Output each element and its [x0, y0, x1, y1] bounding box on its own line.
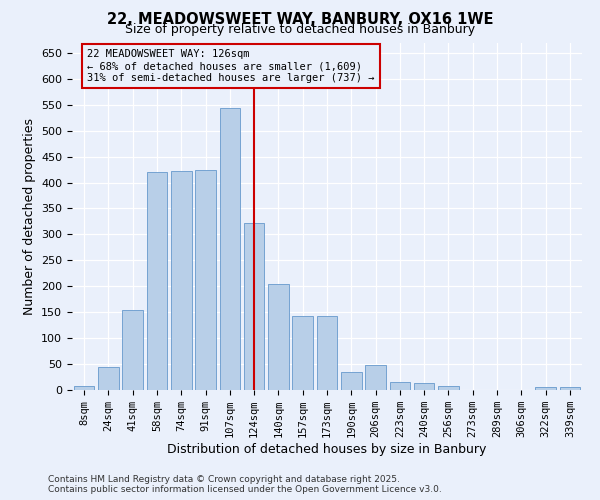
Bar [171, 170, 191, 390]
Bar [74, 386, 94, 390]
Bar [146, 172, 167, 390]
Text: Contains HM Land Registry data © Crown copyright and database right 2025.
Contai: Contains HM Land Registry data © Crown c… [48, 474, 442, 494]
Bar [122, 310, 143, 390]
Text: Size of property relative to detached houses in Banbury: Size of property relative to detached ho… [125, 22, 475, 36]
Bar [365, 365, 386, 390]
Text: 22 MEADOWSWEET WAY: 126sqm
← 68% of detached houses are smaller (1,609)
31% of s: 22 MEADOWSWEET WAY: 126sqm ← 68% of deta… [88, 50, 375, 82]
Bar [268, 284, 289, 390]
Bar [389, 382, 410, 390]
Bar [292, 316, 313, 390]
Bar [341, 372, 362, 390]
Bar [244, 223, 265, 390]
Bar [535, 388, 556, 390]
Bar [220, 108, 240, 390]
Bar [195, 170, 216, 390]
Bar [438, 386, 459, 390]
Bar [414, 384, 434, 390]
Text: 22, MEADOWSWEET WAY, BANBURY, OX16 1WE: 22, MEADOWSWEET WAY, BANBURY, OX16 1WE [107, 12, 493, 28]
Bar [317, 316, 337, 390]
Y-axis label: Number of detached properties: Number of detached properties [23, 118, 35, 315]
Bar [98, 366, 119, 390]
X-axis label: Distribution of detached houses by size in Banbury: Distribution of detached houses by size … [167, 443, 487, 456]
Bar [560, 387, 580, 390]
